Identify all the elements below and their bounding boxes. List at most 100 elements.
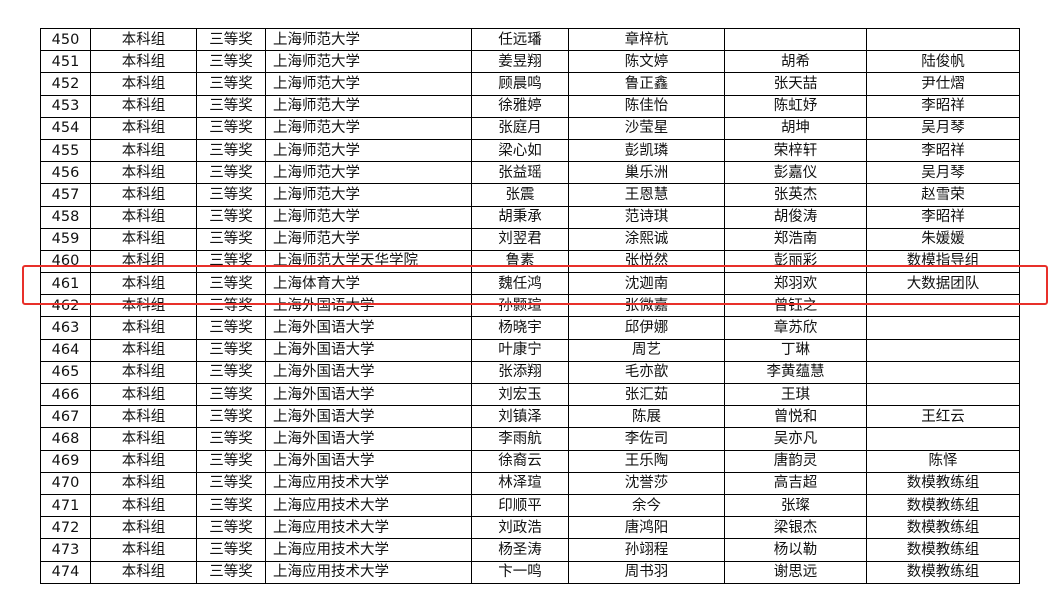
award-cell: 三等奖 [196, 294, 266, 318]
group-cell: 本科组 [90, 116, 197, 140]
member3-cell: 胡坤 [724, 116, 867, 140]
award-cell: 三等奖 [196, 338, 266, 362]
group-cell: 本科组 [90, 316, 197, 340]
group-cell: 本科组 [90, 493, 197, 518]
university-cell: 上海外国语大学 [265, 294, 472, 318]
table-row: 457 本科组 三等奖 上海师范大学 张震 王恩慧 张英杰 赵雪荣 [40, 183, 1020, 207]
member2-cell: 涂熙诚 [568, 227, 725, 251]
member1-cell: 梁心如 [471, 138, 569, 163]
member3-cell: 荣梓轩 [724, 138, 867, 163]
table-row: 452 本科组 三等奖 上海师范大学 顾晨鸣 鲁正鑫 张天喆 尹仕熠 [40, 72, 1020, 96]
rank-cell: 458 [40, 205, 91, 229]
member2-cell: 周艺 [568, 338, 725, 362]
member2-cell: 毛亦歆 [568, 360, 725, 385]
award-cell: 三等奖 [196, 227, 266, 251]
member2-cell: 邱伊娜 [568, 316, 725, 340]
award-cell: 三等奖 [196, 516, 266, 540]
table-row: 471 本科组 三等奖 上海应用技术大学 印顺平 余今 张璨 数模教练组 [40, 493, 1020, 518]
member3-cell: 张天喆 [724, 72, 867, 96]
university-cell: 上海外国语大学 [265, 427, 472, 451]
group-cell: 本科组 [90, 50, 197, 74]
advisor-cell: 朱媛媛 [866, 227, 1020, 251]
table-row: 456 本科组 三等奖 上海师范大学 张益瑶 巢乐洲 彭嘉仪 吴月琴 [40, 161, 1020, 185]
table-row: 467 本科组 三等奖 上海外国语大学 刘镇泽 陈展 曾悦和 王红云 [40, 405, 1020, 429]
member2-cell: 彭凯璘 [568, 138, 725, 163]
university-cell: 上海应用技术大学 [265, 560, 472, 584]
table-row: 468 本科组 三等奖 上海外国语大学 李雨航 李佐司 吴亦凡 [40, 427, 1020, 451]
university-cell: 上海师范大学天华学院 [265, 249, 472, 274]
group-cell: 本科组 [90, 294, 197, 318]
university-cell: 上海应用技术大学 [265, 493, 472, 518]
member3-cell: 王琪 [724, 382, 867, 407]
member2-cell: 周书羽 [568, 560, 725, 584]
member3-cell: 高吉超 [724, 471, 867, 495]
group-cell: 本科组 [90, 138, 197, 163]
member1-cell: 任远璠 [471, 27, 569, 52]
rank-cell: 459 [40, 227, 91, 251]
award-cell: 三等奖 [196, 316, 266, 340]
member3-cell: 丁琳 [724, 338, 867, 362]
award-cell: 三等奖 [196, 382, 266, 407]
member1-cell: 刘宏玉 [471, 382, 569, 407]
member2-cell: 陈佳怡 [568, 94, 725, 118]
award-cell: 三等奖 [196, 183, 266, 207]
member1-cell: 顾晨鸣 [471, 72, 569, 96]
table-row: 461 本科组 三等奖 上海体育大学 魏任鸿 沈迦南 郑羽欢 大数据团队 [40, 272, 1020, 296]
member1-cell: 刘翌君 [471, 227, 569, 251]
award-cell: 三等奖 [196, 493, 266, 518]
table-row: 463 本科组 三等奖 上海外国语大学 杨晓宇 邱伊娜 章苏欣 [40, 316, 1020, 340]
university-cell: 上海师范大学 [265, 116, 472, 140]
rank-cell: 457 [40, 183, 91, 207]
group-cell: 本科组 [90, 471, 197, 495]
member2-cell: 孙翊程 [568, 538, 725, 562]
award-cell: 三等奖 [196, 138, 266, 163]
group-cell: 本科组 [90, 205, 197, 229]
member2-cell: 范诗琪 [568, 205, 725, 229]
member2-cell: 巢乐洲 [568, 161, 725, 185]
advisor-cell [866, 316, 1020, 340]
member1-cell: 林泽瑄 [471, 471, 569, 495]
table-row: 464 本科组 三等奖 上海外国语大学 叶康宁 周艺 丁琳 [40, 338, 1020, 362]
group-cell: 本科组 [90, 161, 197, 185]
rank-cell: 470 [40, 471, 91, 495]
member3-cell: 彭丽彩 [724, 249, 867, 274]
university-cell: 上海师范大学 [265, 27, 472, 52]
university-cell: 上海外国语大学 [265, 405, 472, 429]
member2-cell: 鲁正鑫 [568, 72, 725, 96]
group-cell: 本科组 [90, 72, 197, 96]
award-cell: 三等奖 [196, 50, 266, 74]
advisor-cell: 陆俊帆 [866, 50, 1020, 74]
group-cell: 本科组 [90, 382, 197, 407]
rank-cell: 474 [40, 560, 91, 584]
member1-cell: 张震 [471, 183, 569, 207]
table-row: 453 本科组 三等奖 上海师范大学 徐雅婷 陈佳怡 陈虹妤 李昭祥 [40, 94, 1020, 118]
member2-cell: 沈迦南 [568, 272, 725, 296]
group-cell: 本科组 [90, 272, 197, 296]
university-cell: 上海师范大学 [265, 183, 472, 207]
award-cell: 三等奖 [196, 427, 266, 451]
member3-cell: 李黄蕴慧 [724, 360, 867, 385]
awards-table: 450 本科组 三等奖 上海师范大学 任远璠 章梓杭 451 本科组 三等奖 上海师范大学 姜昱翔陈… [40, 27, 1020, 584]
university-cell: 上海师范大学 [265, 50, 472, 74]
university-cell: 上海师范大学 [265, 72, 472, 96]
member3-cell: 郑羽欢 [724, 272, 867, 296]
member1-cell: 李雨航 [471, 427, 569, 451]
member3-cell: 郑浩南 [724, 227, 867, 251]
member1-cell: 张庭月 [471, 116, 569, 140]
member2-cell: 张汇茹 [568, 382, 725, 407]
advisor-cell: 数模指导组 [866, 249, 1020, 274]
rank-cell: 461 [40, 272, 91, 296]
advisor-cell: 李昭祥 [866, 138, 1020, 163]
advisor-cell: 王红云 [866, 405, 1020, 429]
advisor-cell [866, 294, 1020, 318]
rank-cell: 452 [40, 72, 91, 96]
table-row: 450 本科组 三等奖 上海师范大学 任远璠 章梓杭 [40, 27, 1020, 52]
member3-cell [724, 27, 867, 52]
member3-cell: 张璨 [724, 493, 867, 518]
rank-cell: 464 [40, 338, 91, 362]
advisor-cell [866, 382, 1020, 407]
advisor-cell [866, 338, 1020, 362]
group-cell: 本科组 [90, 27, 197, 52]
table-row: 474 本科组 三等奖 上海应用技术大学 卞一鸣 周书羽 谢思远 数模教练组 [40, 560, 1020, 584]
award-cell: 三等奖 [196, 360, 266, 385]
